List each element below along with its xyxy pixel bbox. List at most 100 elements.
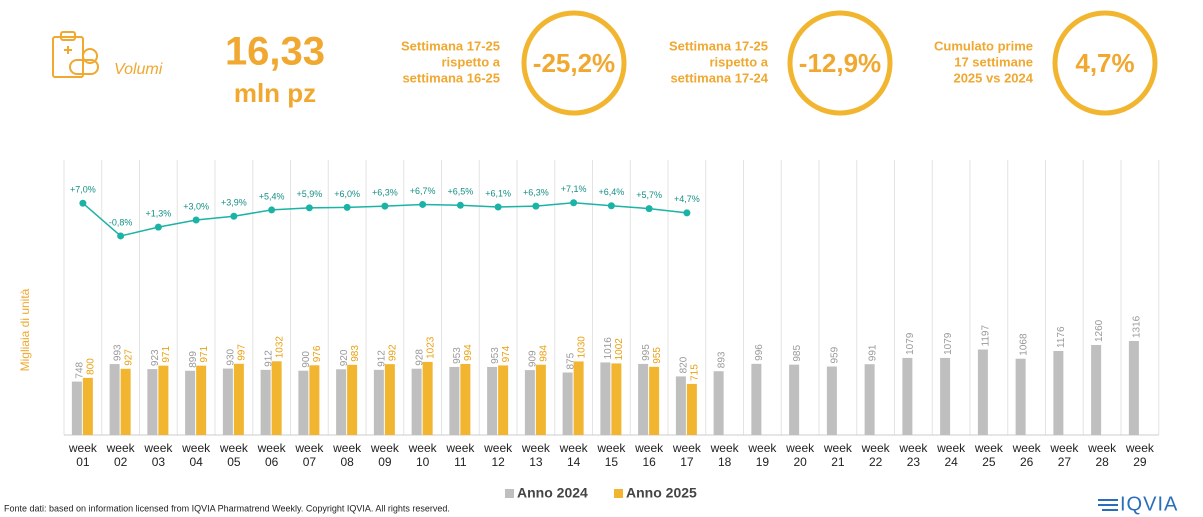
bar bbox=[82, 377, 93, 435]
bar-value-label: 1030 bbox=[576, 336, 587, 359]
bar-value-label: 994 bbox=[463, 344, 474, 361]
bar bbox=[751, 363, 762, 435]
x-tick-label: week 12 bbox=[484, 441, 513, 469]
x-tick-label: week 13 bbox=[521, 441, 550, 469]
bar-value-label: 923 bbox=[150, 349, 161, 366]
bar-value-label: 1016 bbox=[603, 337, 614, 360]
line-value-label: -0,8% bbox=[109, 217, 133, 227]
line-value-label: +6,1% bbox=[485, 188, 511, 198]
bar-value-label: 912 bbox=[377, 350, 388, 367]
bar-value-label: 893 bbox=[716, 351, 727, 368]
x-tick-label: week 08 bbox=[333, 441, 362, 469]
bar-value-label: 995 bbox=[641, 344, 652, 361]
bar-value-label: 1260 bbox=[1094, 319, 1105, 342]
bar bbox=[1015, 358, 1026, 435]
bar-value-label: 976 bbox=[312, 345, 323, 362]
line-point bbox=[494, 203, 502, 211]
bar bbox=[713, 371, 724, 435]
bar bbox=[336, 369, 347, 435]
bar-value-label: 971 bbox=[161, 346, 172, 363]
legend-swatch bbox=[505, 489, 514, 498]
kpi-label: 2025 vs 2024 bbox=[953, 70, 1033, 85]
line-point bbox=[683, 209, 691, 217]
bar bbox=[460, 364, 471, 435]
x-tick-label: week 10 bbox=[408, 441, 437, 469]
bar-value-label: 974 bbox=[501, 345, 512, 362]
bar bbox=[600, 362, 611, 435]
line-point bbox=[154, 223, 162, 231]
bar bbox=[260, 369, 271, 435]
bar bbox=[1091, 345, 1102, 435]
icon bbox=[52, 31, 99, 78]
bar bbox=[309, 365, 320, 435]
source: Fonte dati: based on information license… bbox=[4, 503, 450, 513]
bar bbox=[535, 364, 546, 435]
x-tick-label: week 16 bbox=[635, 441, 664, 469]
bar bbox=[1128, 341, 1139, 435]
kpi-label: 17 settimane bbox=[954, 54, 1033, 69]
bar bbox=[902, 357, 913, 435]
y-axis-label: Migliaia di unità bbox=[18, 288, 32, 371]
line-point bbox=[79, 199, 87, 207]
kpi-label: Cumulato prime bbox=[934, 38, 1033, 53]
x-tick-label: week 11 bbox=[446, 441, 475, 469]
x-tick-label: week 25 bbox=[974, 441, 1003, 469]
x-tick-label: week 01 bbox=[68, 441, 97, 469]
bar-value-label: 996 bbox=[754, 344, 765, 361]
kpi-label: settimana 17-24 bbox=[670, 70, 768, 85]
bar bbox=[562, 372, 573, 435]
bar bbox=[789, 364, 800, 435]
x-tick-label: week 02 bbox=[106, 441, 135, 469]
bar-value-label: 991 bbox=[867, 344, 878, 361]
bar-value-label: 1197 bbox=[981, 325, 992, 347]
bar bbox=[826, 366, 837, 435]
line-point bbox=[381, 202, 389, 210]
bar-value-label: 909 bbox=[528, 350, 539, 367]
bar bbox=[638, 363, 649, 435]
line-point bbox=[607, 202, 615, 210]
headline-unit: mln pz bbox=[234, 78, 316, 108]
line-value-label: +3,0% bbox=[183, 201, 209, 211]
bar-value-label: 920 bbox=[339, 349, 350, 366]
bar-value-label: 984 bbox=[539, 345, 550, 362]
bar-value-label: 1032 bbox=[274, 336, 285, 359]
line-point bbox=[645, 205, 653, 213]
icon-label: Volumi bbox=[114, 61, 163, 78]
logo-text: IQVIA bbox=[1120, 493, 1178, 515]
kpi-value: -12,9% bbox=[799, 48, 881, 78]
bar-value-label: 875 bbox=[565, 352, 576, 369]
bar bbox=[271, 361, 282, 435]
x-tick-label: week 15 bbox=[597, 441, 626, 469]
bar bbox=[524, 370, 535, 435]
x-tick-label: week 14 bbox=[559, 441, 588, 469]
line-value-label: +5,9% bbox=[296, 189, 322, 199]
x-tick-label: week 19 bbox=[748, 441, 777, 469]
bar bbox=[233, 363, 244, 435]
x-tick-label: week 09 bbox=[370, 441, 399, 469]
line-value-label: +4,7% bbox=[674, 194, 700, 204]
bar-value-label: 985 bbox=[792, 345, 803, 362]
bar bbox=[109, 364, 120, 435]
line-point bbox=[456, 201, 464, 209]
bar bbox=[347, 364, 358, 435]
line-point bbox=[305, 204, 313, 212]
line-value-label: +7,1% bbox=[561, 184, 587, 194]
bar bbox=[611, 363, 622, 435]
bar-value-label: 899 bbox=[188, 351, 199, 368]
bar bbox=[487, 366, 498, 435]
line-value-label: +3,9% bbox=[221, 198, 247, 208]
x-tick-label: week 03 bbox=[144, 441, 173, 469]
kpi-label: settimana 16-25 bbox=[402, 70, 500, 85]
bar bbox=[411, 368, 422, 435]
bar-value-label: 953 bbox=[490, 347, 501, 364]
bar bbox=[373, 369, 384, 435]
bar bbox=[977, 349, 988, 435]
line-point bbox=[532, 202, 540, 210]
headline-value: 16,33 bbox=[225, 30, 325, 74]
logo bbox=[1098, 499, 1118, 511]
line-point bbox=[230, 212, 238, 220]
bar bbox=[147, 369, 158, 435]
bar bbox=[298, 370, 309, 435]
bar-value-label: 971 bbox=[199, 346, 210, 363]
kpi-label: Settimana 17-25 bbox=[669, 38, 768, 53]
